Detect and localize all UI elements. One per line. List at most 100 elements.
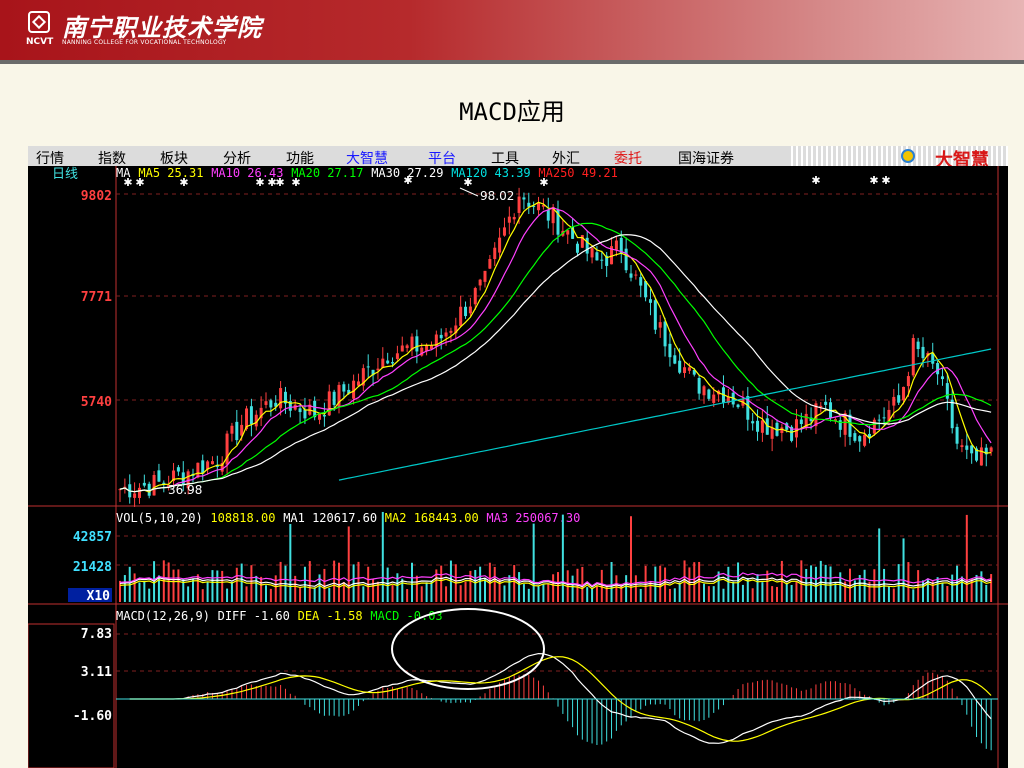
candle-body — [235, 421, 239, 441]
candle-body — [877, 419, 881, 421]
candle-body — [566, 230, 570, 235]
menu-item-1[interactable]: 指数 — [98, 151, 126, 167]
menu-item-5[interactable]: 大智慧 — [346, 151, 388, 167]
candle-body — [556, 209, 560, 235]
candle-body — [366, 366, 370, 368]
candle-body — [790, 426, 794, 441]
volume-bar — [829, 566, 832, 602]
candle-body — [230, 425, 234, 434]
candle-body — [162, 482, 166, 485]
macd-tick-label: 7.83 — [81, 627, 112, 642]
volume-bar — [649, 582, 652, 602]
menu-item-3[interactable]: 分析 — [223, 151, 251, 167]
volume-bar — [406, 589, 409, 602]
macd-legend-3: MACD -0.03 — [370, 609, 442, 623]
candle-body — [936, 363, 940, 375]
candle-body — [590, 248, 594, 258]
signal-marker: ✱ — [135, 176, 144, 189]
candle-body — [186, 471, 190, 489]
volume-bar — [260, 576, 263, 602]
candle-body — [780, 427, 784, 433]
price-tick-label: 5740 — [81, 395, 112, 410]
volume-bar — [299, 587, 302, 602]
candle-body — [902, 386, 906, 401]
candle-body — [775, 422, 779, 436]
vol-legend-1: 108818.00 — [210, 511, 275, 525]
menu-item-2[interactable]: 板块 — [160, 151, 188, 167]
volume-bar — [508, 575, 511, 602]
menu-item-9[interactable]: 委托 — [614, 151, 642, 167]
volume-bar — [800, 560, 803, 602]
candle-body — [843, 413, 847, 435]
candle-body — [687, 367, 691, 371]
volume-bar — [192, 579, 194, 602]
candle-body — [210, 461, 214, 465]
volume-bar — [167, 562, 170, 602]
slide-header-banner: NCVT 南宁职业技术学院 NANNING COLLEGE FOR VOCATI… — [0, 0, 1024, 60]
volume-bar — [488, 562, 491, 602]
candle-body — [318, 413, 322, 420]
volume-bar — [484, 578, 486, 602]
candle-body — [502, 227, 506, 236]
candle-body — [473, 288, 477, 305]
candle-body — [751, 421, 755, 424]
candle-body — [201, 460, 205, 474]
volume-bar — [766, 570, 769, 602]
candle-body — [794, 419, 798, 438]
candle-body — [853, 433, 857, 441]
candle-body — [975, 448, 979, 461]
candle-body — [804, 413, 808, 429]
vol-legend-2: MA1 120617.60 — [283, 511, 377, 525]
menu-item-6[interactable]: 平台 — [428, 151, 456, 167]
volume-bar — [313, 587, 316, 602]
volume-bar — [668, 588, 671, 602]
dea-line — [129, 656, 992, 742]
macd-legend-2: DEA -1.58 — [298, 609, 363, 623]
volume-bar — [922, 580, 924, 602]
volume-bar — [503, 585, 506, 602]
candle-body — [979, 447, 983, 466]
volume-bar — [630, 516, 632, 602]
volume-bar — [386, 567, 389, 602]
slide-title: MACD应用 — [459, 98, 565, 126]
candle-body — [911, 338, 915, 376]
volume-bar — [148, 588, 151, 602]
volume-bar — [226, 588, 229, 602]
candle-body — [595, 252, 599, 261]
volume-bar — [318, 574, 321, 602]
volume-bar — [946, 586, 949, 602]
volume-bar — [620, 583, 623, 602]
volume-bar — [342, 581, 345, 602]
candle-body — [303, 409, 307, 419]
volume-bar — [664, 567, 667, 602]
volume-bar — [853, 580, 856, 602]
header-divider — [0, 60, 1024, 64]
volume-bar — [605, 585, 608, 602]
volume-bar — [445, 586, 448, 602]
candle-body — [653, 300, 657, 330]
menu-item-4[interactable]: 功能 — [286, 151, 314, 167]
candle-body — [152, 474, 156, 496]
candle-body — [551, 207, 555, 224]
candle-body — [984, 447, 988, 455]
annotation-ellipse — [391, 608, 545, 690]
volume-bar — [878, 528, 881, 602]
candle-body — [274, 402, 278, 407]
candle-body — [459, 306, 463, 326]
menu-item-0[interactable]: 行情 — [36, 151, 64, 167]
volume-bar — [479, 566, 482, 602]
candle-body — [692, 369, 696, 375]
candle-body — [147, 483, 151, 496]
volume-bar — [265, 585, 267, 602]
volume-bar — [347, 526, 350, 602]
vol-tick-label: 21428 — [73, 560, 112, 575]
volume-bar — [761, 582, 764, 602]
menu-item-7[interactable]: 工具 — [491, 151, 519, 167]
menu-item-8[interactable]: 外汇 — [552, 151, 580, 167]
candle-body — [478, 279, 482, 286]
menu-item-10[interactable]: 国海证券 — [678, 151, 734, 167]
volume-bar — [571, 575, 574, 602]
candle-body — [512, 217, 516, 220]
candle-body — [137, 487, 141, 498]
